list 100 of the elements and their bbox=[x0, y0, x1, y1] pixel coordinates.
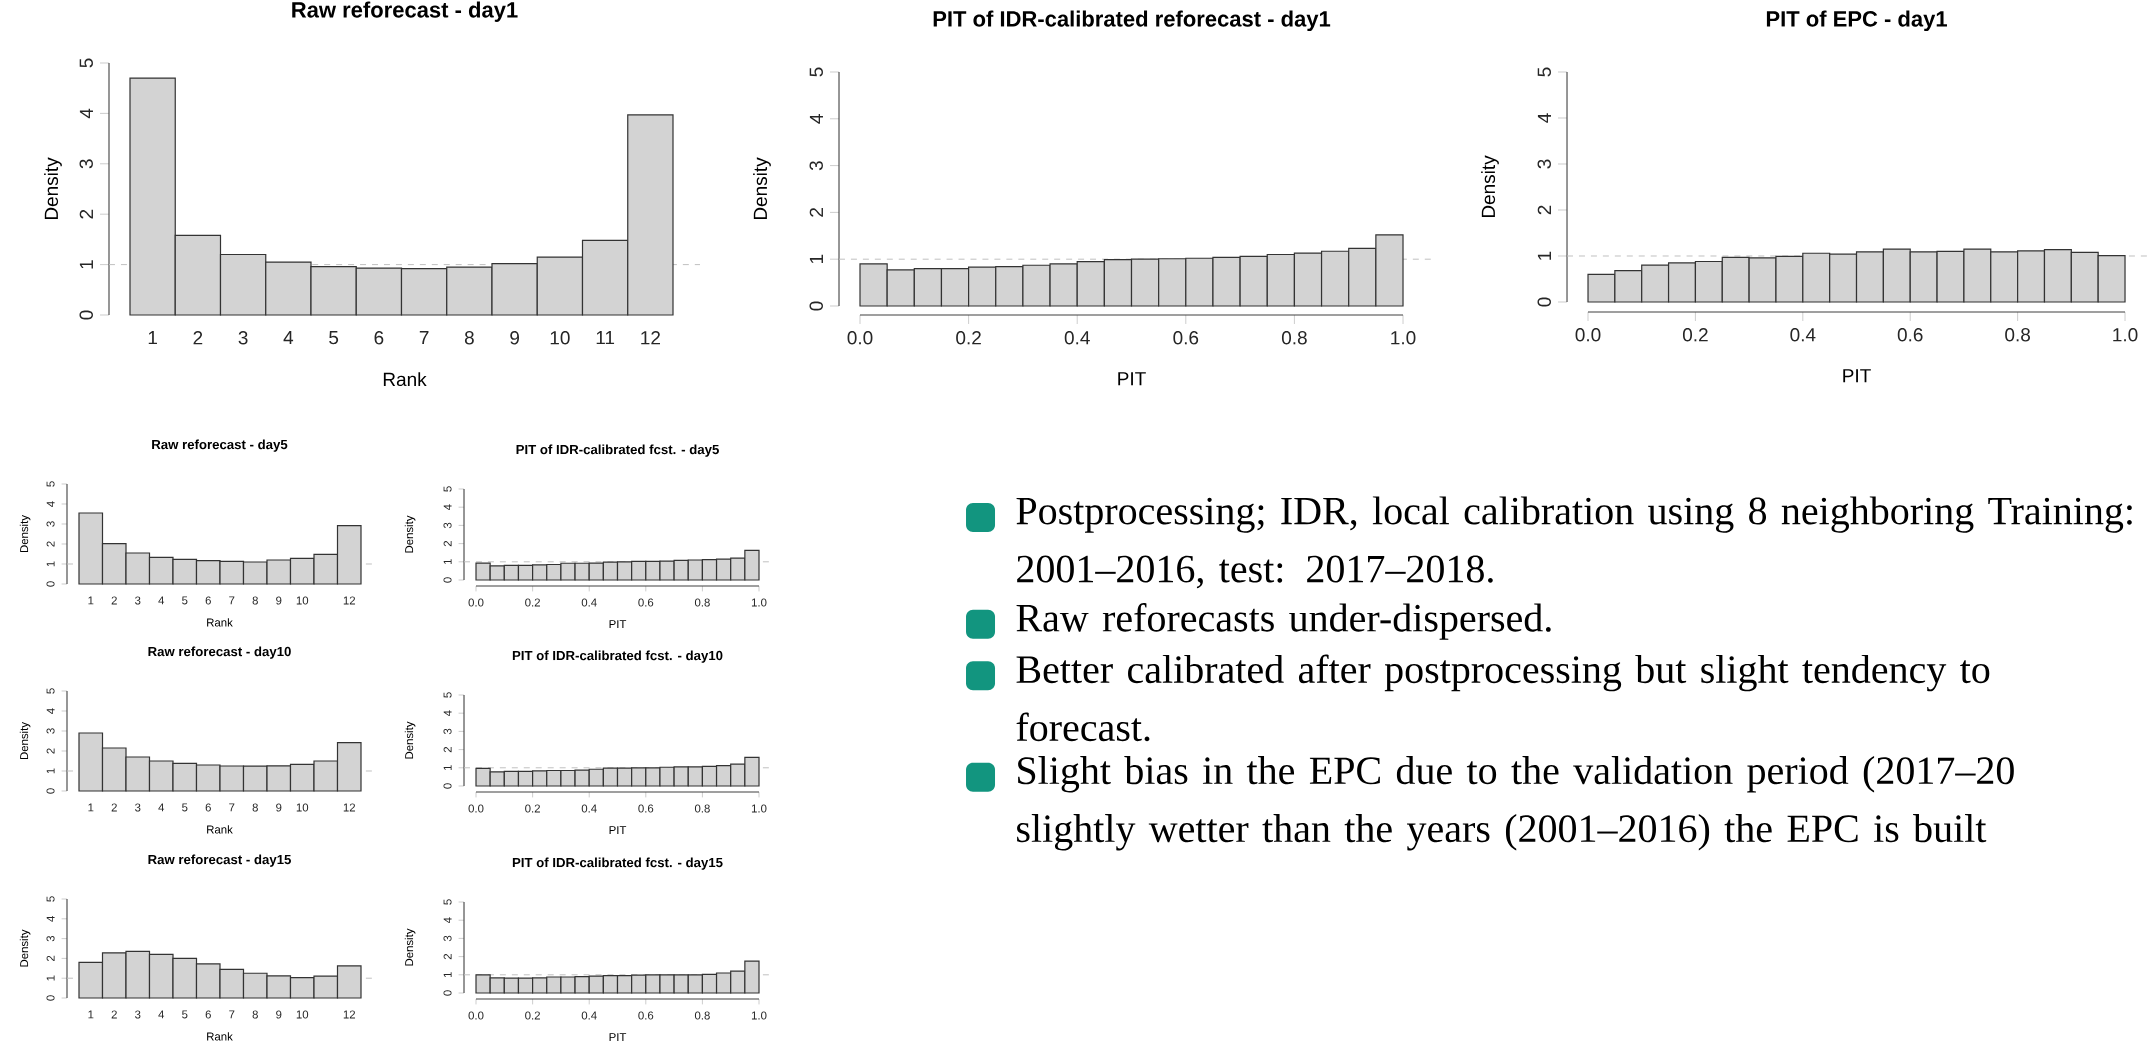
y-tick-label: 2 bbox=[809, 208, 823, 217]
x-tick-label: 3 bbox=[135, 596, 141, 605]
x-tick-label: 12 bbox=[343, 1010, 356, 1019]
x-tick-label: 1 bbox=[148, 331, 157, 345]
x-tick-label: 9 bbox=[276, 1010, 282, 1019]
y-tick-label: 2 bbox=[79, 209, 93, 219]
x-tick-label: 8 bbox=[252, 1010, 258, 1019]
x-tick-label: 0.2 bbox=[956, 331, 981, 345]
x-tick-label: 4 bbox=[158, 596, 165, 605]
x-axis-title: Rank bbox=[207, 1032, 233, 1041]
y-axis-title: Density bbox=[404, 515, 416, 553]
y-tick-label: 0 bbox=[46, 581, 55, 587]
chart-title: PIT of EPC - day1 bbox=[1766, 10, 1947, 31]
x-tick-label: 1.0 bbox=[1391, 331, 1416, 345]
y-tick-label: 2 bbox=[1537, 205, 1551, 215]
x-tick-label: 7 bbox=[229, 596, 235, 605]
chart-title: Raw reforecast - day15 bbox=[148, 854, 291, 867]
y-axis-title: Density bbox=[404, 928, 416, 966]
x-tick-label: 6 bbox=[205, 803, 211, 812]
x-tick-label: 12 bbox=[343, 803, 356, 812]
y-tick-label: 0 bbox=[809, 301, 823, 311]
x-tick-label: 10 bbox=[550, 331, 570, 345]
y-tick-label: 2 bbox=[443, 953, 452, 960]
y-tick-label: 4 bbox=[809, 114, 823, 124]
x-tick-label: 0.8 bbox=[2005, 328, 2031, 342]
y-axis-title: Density bbox=[404, 721, 416, 759]
x-tick-label: 0.6 bbox=[638, 1011, 654, 1020]
x-tick-label: 3 bbox=[135, 1010, 141, 1019]
y-axis-title: Density bbox=[19, 722, 31, 760]
chart-title: Raw reforecast - day1 bbox=[292, 1, 518, 22]
y-tick-label: 3 bbox=[443, 728, 452, 735]
x-axis-title: PIT bbox=[1843, 369, 1871, 383]
x-tick-label: 7 bbox=[229, 803, 235, 812]
x-tick-label: 0.4 bbox=[1064, 331, 1090, 345]
x-tick-label: 6 bbox=[205, 596, 211, 605]
y-tick-label: 1 bbox=[46, 768, 55, 774]
y-tick-label: 1 bbox=[46, 561, 55, 567]
y-axis-title: Density bbox=[1481, 155, 1499, 218]
y-tick-label: 1 bbox=[809, 254, 823, 264]
text: Better calibrated after postprocessing but slight tendency to forecast. bbox=[1016, 654, 1990, 742]
chart-title: PIT of IDR-calibrated fcst. - day10 bbox=[512, 650, 723, 663]
y-tick-label: 3 bbox=[79, 159, 93, 169]
x-tick-label: 5 bbox=[329, 331, 339, 345]
y-tick-label: 0 bbox=[46, 995, 55, 1001]
x-tick-label: 8 bbox=[464, 331, 474, 345]
y-tick-label: 2 bbox=[443, 540, 452, 547]
x-tick-label: 0.8 bbox=[694, 1011, 710, 1020]
x-tick-label: 8 bbox=[252, 596, 258, 605]
x-tick-label: 0.4 bbox=[1790, 328, 1816, 342]
x-tick-label: 1.0 bbox=[751, 598, 767, 607]
text: Postprocessing; IDR, local calibration using 8 neighboring Training: 2001–2016, test: 2017–2018. bbox=[1016, 496, 2132, 589]
y-tick-label: 4 bbox=[46, 708, 55, 714]
y-axis-title: Density bbox=[19, 515, 31, 553]
y-tick-label: 5 bbox=[46, 481, 55, 487]
x-tick-label: 10 bbox=[296, 803, 309, 812]
y-tick-label: 3 bbox=[809, 161, 823, 171]
y-tick-label: 5 bbox=[443, 692, 452, 698]
y-tick-label: 0 bbox=[46, 788, 55, 794]
x-tick-label: 0.6 bbox=[1173, 331, 1199, 345]
y-tick-label: 3 bbox=[443, 522, 452, 529]
y-tick-label: 5 bbox=[46, 688, 55, 694]
x-axis-title: PIT bbox=[1118, 372, 1146, 386]
y-tick-label: 1 bbox=[79, 260, 93, 269]
x-tick-label: 10 bbox=[296, 596, 309, 605]
x-tick-label: 11 bbox=[596, 331, 615, 345]
y-tick-label: 3 bbox=[46, 728, 55, 734]
y-tick-label: 3 bbox=[46, 521, 55, 527]
x-tick-label: 0.2 bbox=[1682, 328, 1708, 342]
x-tick-label: 0.8 bbox=[694, 598, 710, 607]
y-tick-label: 5 bbox=[46, 896, 55, 902]
y-tick-label: 1 bbox=[1537, 251, 1551, 260]
y-tick-label: 3 bbox=[1537, 159, 1551, 169]
x-tick-label: 6 bbox=[374, 331, 384, 345]
y-tick-label: 4 bbox=[443, 917, 452, 924]
y-tick-label: 2 bbox=[46, 541, 55, 547]
x-tick-label: 5 bbox=[182, 1010, 188, 1019]
y-tick-label: 1 bbox=[443, 559, 452, 565]
y-tick-label: 4 bbox=[1537, 113, 1551, 123]
y-tick-label: 5 bbox=[1537, 67, 1551, 77]
x-tick-label: 2 bbox=[111, 1010, 117, 1019]
x-tick-label: 0.4 bbox=[581, 804, 597, 813]
y-tick-label: 3 bbox=[46, 935, 55, 942]
y-tick-label: 0 bbox=[443, 990, 452, 996]
x-tick-label: 0.0 bbox=[468, 1011, 484, 1020]
y-tick-label: 4 bbox=[46, 501, 55, 507]
x-tick-label: 2 bbox=[111, 803, 117, 812]
x-tick-label: 9 bbox=[510, 331, 519, 345]
x-tick-label: 5 bbox=[182, 803, 188, 812]
x-tick-label: 12 bbox=[641, 331, 660, 345]
x-tick-label: 2 bbox=[111, 596, 117, 605]
chart-title: Raw reforecast - day5 bbox=[152, 439, 288, 452]
x-tick-label: 0.8 bbox=[1281, 331, 1307, 345]
x-tick-label: 0.0 bbox=[468, 804, 484, 813]
y-axis-title: Density bbox=[19, 929, 31, 967]
text: Slight bias in the EPC due to the validation period (2017–20 slightly wetter than the years (2001–2016) the EPC is built bbox=[1017, 756, 2014, 851]
x-tick-label: 4 bbox=[158, 1010, 165, 1019]
y-tick-label: 1 bbox=[443, 972, 452, 978]
x-tick-label: 0.4 bbox=[581, 598, 597, 607]
y-tick-label: 2 bbox=[46, 955, 55, 962]
y-tick-label: 4 bbox=[443, 504, 452, 511]
